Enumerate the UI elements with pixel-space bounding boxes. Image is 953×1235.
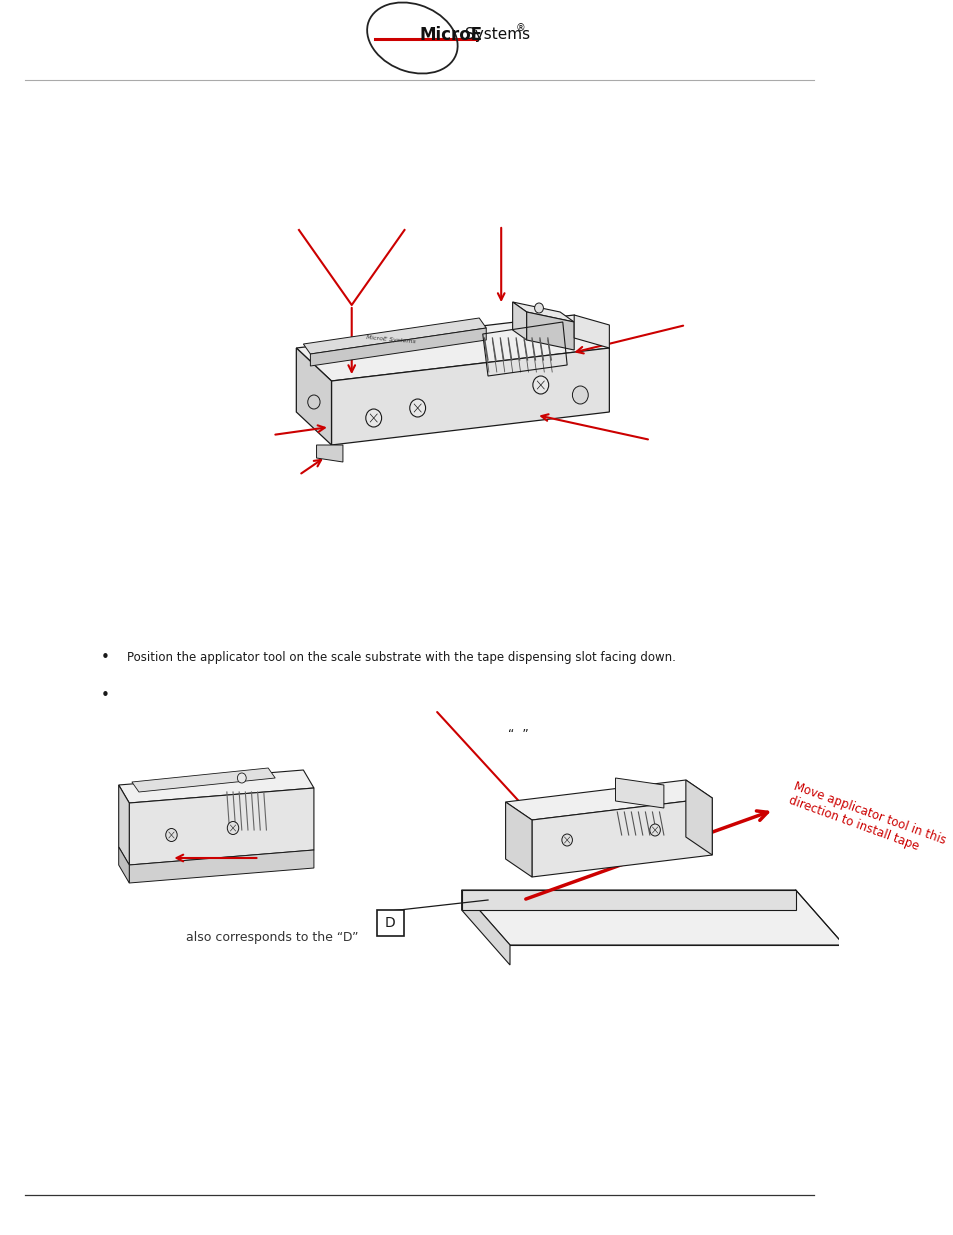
Polygon shape <box>129 788 314 864</box>
Circle shape <box>561 834 572 846</box>
Text: Position the applicator tool on the scale substrate with the tape dispensing slo: Position the applicator tool on the scal… <box>128 651 676 663</box>
Polygon shape <box>526 312 574 350</box>
Polygon shape <box>685 781 712 855</box>
Polygon shape <box>532 798 712 877</box>
Polygon shape <box>296 315 609 382</box>
Polygon shape <box>118 847 129 883</box>
FancyBboxPatch shape <box>376 910 403 936</box>
Polygon shape <box>331 348 609 445</box>
Text: Move applicator tool in this
direction to install tape: Move applicator tool in this direction t… <box>786 779 947 861</box>
Polygon shape <box>129 850 314 883</box>
Text: MicroE Systems: MicroE Systems <box>366 336 416 345</box>
Polygon shape <box>303 317 486 354</box>
Text: •: • <box>101 688 110 703</box>
Text: MicroE: MicroE <box>419 26 482 44</box>
Polygon shape <box>615 778 663 808</box>
Polygon shape <box>461 890 510 965</box>
Polygon shape <box>132 768 274 792</box>
Text: •: • <box>101 650 110 664</box>
Polygon shape <box>505 781 712 820</box>
Circle shape <box>410 399 425 417</box>
Circle shape <box>649 824 659 836</box>
Polygon shape <box>512 303 526 340</box>
Polygon shape <box>512 303 574 322</box>
Circle shape <box>166 829 177 841</box>
Polygon shape <box>310 329 486 366</box>
Circle shape <box>365 409 381 427</box>
Polygon shape <box>118 769 314 803</box>
Circle shape <box>308 395 320 409</box>
Text: ®: ® <box>516 23 525 33</box>
Circle shape <box>237 773 246 783</box>
Circle shape <box>533 375 548 394</box>
Circle shape <box>227 821 238 835</box>
Polygon shape <box>505 802 532 877</box>
Text: Systems: Systems <box>465 27 530 42</box>
Polygon shape <box>574 315 609 348</box>
Polygon shape <box>296 348 331 445</box>
Polygon shape <box>118 785 129 864</box>
Polygon shape <box>461 890 795 910</box>
Text: D: D <box>385 916 395 930</box>
Text: “  ”: “ ” <box>508 729 529 741</box>
Text: also corresponds to the “D”: also corresponds to the “D” <box>186 930 358 944</box>
Circle shape <box>534 303 543 312</box>
Polygon shape <box>461 890 843 945</box>
Circle shape <box>572 387 588 404</box>
Polygon shape <box>316 445 342 462</box>
